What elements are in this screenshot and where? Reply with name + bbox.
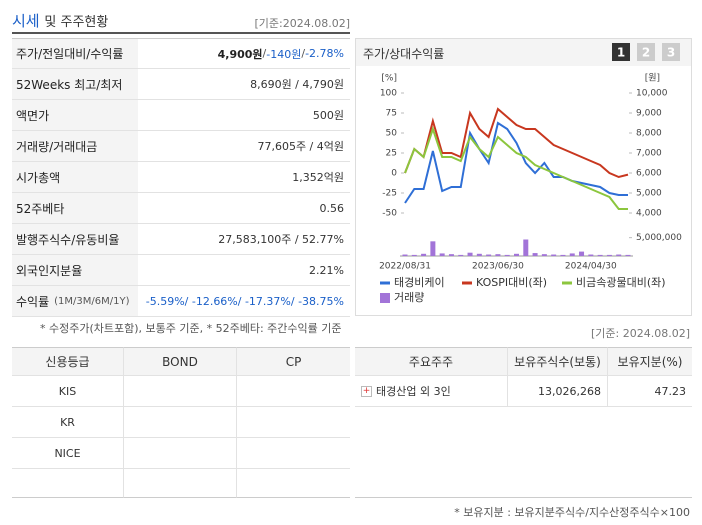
- chart-header: [356, 39, 691, 66]
- row-value: 77,605주 / 4억원: [138, 131, 350, 162]
- expand-icon[interactable]: +: [361, 385, 372, 397]
- chart-title: 주가/상대수익률: [363, 47, 445, 61]
- value-part: /: [301, 47, 306, 60]
- date: [기준:2024.08.02]: [254, 17, 350, 30]
- value-part: 0.56: [319, 201, 345, 215]
- cell: [237, 376, 350, 407]
- value-part: 500원: [312, 109, 344, 122]
- row-label: 주가/전일대비/수익률: [12, 38, 138, 69]
- value-part: 2.21%: [309, 263, 344, 277]
- cell: KIS: [12, 376, 124, 407]
- value-part: (1M/3M/6M/1Y): [54, 295, 130, 307]
- header-cell: 주요주주: [355, 347, 508, 376]
- value-part: /: [262, 47, 267, 60]
- row-label: 액면가: [12, 100, 138, 131]
- value-part: 27,583,100주 / 52.77%: [218, 233, 344, 246]
- cell: [124, 438, 237, 469]
- cell: [237, 469, 350, 498]
- row-label: 외국인지분율: [12, 255, 138, 286]
- row-value: 4,900원 / -140원 / -2.78%: [138, 38, 350, 69]
- title-rest: 및 주주현황: [44, 15, 109, 30]
- header-cell: CP: [237, 347, 350, 376]
- cell: 47.23: [608, 376, 692, 407]
- value-part: -5.59%/ -12.66%/ -17.37%/ -38.75%: [145, 294, 344, 308]
- cell: NICE: [12, 438, 124, 469]
- value-part: 1,352억원: [292, 171, 344, 184]
- value-part: -2.78%: [305, 47, 344, 60]
- value-part: 8,690원 / 4,790원: [250, 78, 344, 91]
- value-part: 77,605주 / 4억원: [257, 140, 344, 153]
- row-value: 2.21%: [138, 255, 350, 286]
- note: * 보유지분 : 보유지분주식수/지수산정주식수×100: [454, 506, 690, 519]
- table-bottom: [355, 497, 692, 498]
- chart-box: [355, 38, 692, 316]
- date: [기준: 2024.08.02]: [590, 327, 690, 340]
- row-label: 52주베타: [12, 193, 138, 224]
- section-title: 시세 및 주주현황: [12, 10, 108, 31]
- header-cell: 신용등급: [12, 347, 124, 376]
- cell: 13,026,268: [508, 376, 608, 407]
- cell: [124, 376, 237, 407]
- divider: [12, 32, 350, 34]
- header-cell: BOND: [124, 347, 237, 376]
- header-cell: 보유지분(%): [608, 347, 692, 376]
- row-label: 시가총액: [12, 162, 138, 193]
- row-value: 1,352억원: [138, 162, 350, 193]
- header-cell: 보유주식수(보통): [508, 347, 608, 376]
- cell: [124, 469, 237, 498]
- note: * 수정주가(차트포함), 보통주 기준, * 52주베타: 주간수익률 기준: [40, 322, 342, 335]
- row-value: -5.59%/ -12.66%/ -17.37%/ -38.75%: [138, 286, 350, 317]
- value-part: -140원: [266, 47, 302, 61]
- value-part: 4,900원: [217, 47, 263, 61]
- cell: + 태경산업 외 3인: [355, 376, 508, 407]
- row-label: 거래량/거래대금: [12, 131, 138, 162]
- title-main: 시세: [12, 12, 40, 30]
- row-label: 수익률 (1M/3M/6M/1Y): [12, 286, 138, 317]
- row-value: 27,583,100주 / 52.77%: [138, 224, 350, 255]
- value-part: 수익률: [16, 294, 50, 309]
- row-label: 52Weeks 최고/최저: [12, 69, 138, 100]
- row-label: 발행주식수/유동비율: [12, 224, 138, 255]
- value-part: 태경산업 외 3인: [376, 385, 451, 398]
- cell: [124, 407, 237, 438]
- cell: [12, 469, 124, 498]
- row-value: 8,690원 / 4,790원: [138, 69, 350, 100]
- cell: KR: [12, 407, 124, 438]
- cell: [237, 438, 350, 469]
- row-value: 500원: [138, 100, 350, 131]
- row-value: 0.56: [138, 193, 350, 224]
- cell: [237, 407, 350, 438]
